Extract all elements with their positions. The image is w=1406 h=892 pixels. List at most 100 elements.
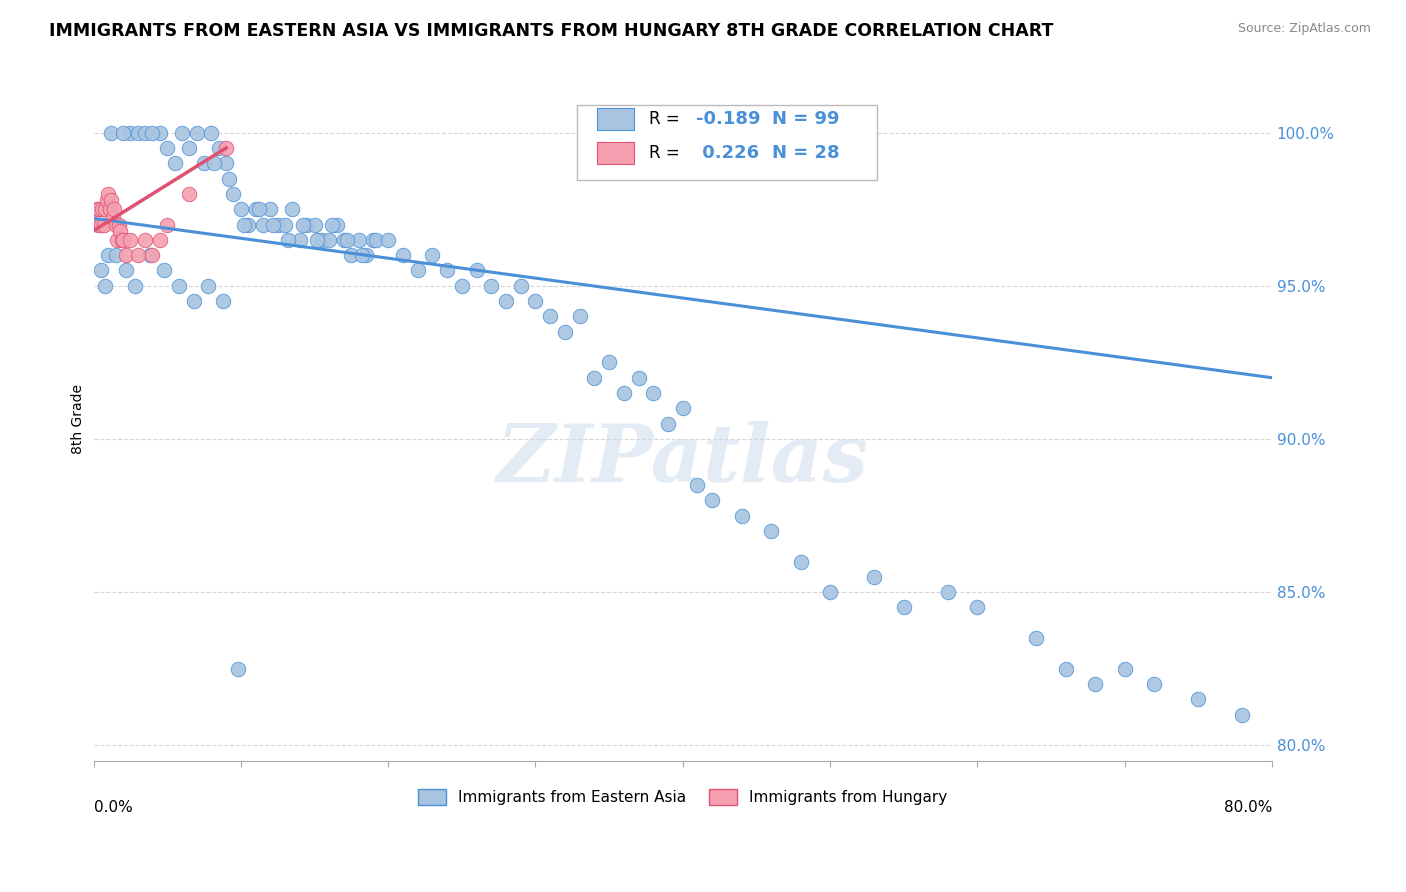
Text: R =: R = bbox=[648, 145, 685, 162]
Point bbox=[450, 278, 472, 293]
Point bbox=[436, 263, 458, 277]
Point bbox=[149, 126, 172, 140]
Point bbox=[115, 248, 138, 262]
Point bbox=[93, 218, 115, 232]
Point bbox=[966, 600, 988, 615]
Point bbox=[277, 233, 299, 247]
FancyBboxPatch shape bbox=[576, 104, 877, 180]
Point bbox=[465, 263, 488, 277]
Point bbox=[1054, 662, 1077, 676]
Point bbox=[1114, 662, 1136, 676]
Text: 0.226: 0.226 bbox=[696, 145, 759, 162]
Point bbox=[167, 278, 190, 293]
Point bbox=[321, 218, 343, 232]
Point bbox=[163, 156, 186, 170]
Point bbox=[613, 386, 636, 401]
Point bbox=[112, 233, 135, 247]
Point bbox=[124, 278, 146, 293]
Point bbox=[208, 141, 231, 155]
Text: N = 28: N = 28 bbox=[772, 145, 839, 162]
Point bbox=[347, 233, 370, 247]
Point bbox=[100, 193, 122, 207]
Point bbox=[120, 233, 142, 247]
Point bbox=[730, 508, 752, 523]
Point bbox=[105, 233, 128, 247]
Point bbox=[238, 218, 260, 232]
Point bbox=[350, 248, 373, 262]
Point bbox=[818, 585, 841, 599]
Point bbox=[789, 555, 811, 569]
Point bbox=[120, 126, 142, 140]
Point bbox=[153, 263, 176, 277]
Point bbox=[212, 294, 235, 309]
Point bbox=[363, 233, 385, 247]
Point bbox=[420, 248, 443, 262]
Point bbox=[554, 325, 576, 339]
Point bbox=[1187, 692, 1209, 706]
Point bbox=[336, 233, 359, 247]
Point bbox=[110, 233, 132, 247]
FancyBboxPatch shape bbox=[596, 108, 634, 130]
Point bbox=[86, 202, 108, 217]
Point bbox=[311, 233, 333, 247]
Point bbox=[406, 263, 429, 277]
Point bbox=[863, 570, 886, 584]
Text: 80.0%: 80.0% bbox=[1223, 799, 1272, 814]
Point bbox=[259, 202, 281, 217]
Point bbox=[134, 233, 156, 247]
Point bbox=[104, 248, 127, 262]
Point bbox=[325, 218, 347, 232]
Point bbox=[179, 141, 201, 155]
Point bbox=[366, 233, 388, 247]
Point bbox=[232, 218, 254, 232]
Point bbox=[333, 233, 356, 247]
Point bbox=[87, 218, 110, 232]
Point bbox=[281, 202, 304, 217]
Point bbox=[107, 218, 129, 232]
Point bbox=[127, 126, 149, 140]
Point bbox=[103, 202, 125, 217]
Point bbox=[598, 355, 620, 369]
Point bbox=[94, 278, 117, 293]
Point bbox=[141, 248, 163, 262]
Point bbox=[170, 126, 193, 140]
Point bbox=[307, 233, 329, 247]
Point bbox=[340, 248, 363, 262]
Point bbox=[568, 310, 591, 324]
Point bbox=[936, 585, 959, 599]
Point bbox=[479, 278, 502, 293]
Text: N = 99: N = 99 bbox=[772, 110, 839, 128]
Point bbox=[291, 218, 314, 232]
Point bbox=[215, 156, 238, 170]
Text: Source: ZipAtlas.com: Source: ZipAtlas.com bbox=[1237, 22, 1371, 36]
Point bbox=[657, 417, 679, 431]
Point bbox=[134, 126, 156, 140]
Point bbox=[686, 478, 709, 492]
Point bbox=[1232, 707, 1254, 722]
Point bbox=[524, 294, 547, 309]
Point bbox=[156, 218, 179, 232]
Point bbox=[304, 218, 326, 232]
Point bbox=[274, 218, 297, 232]
Point bbox=[100, 126, 122, 140]
Point bbox=[583, 370, 606, 384]
Legend: Immigrants from Eastern Asia, Immigrants from Hungary: Immigrants from Eastern Asia, Immigrants… bbox=[412, 783, 953, 811]
Point bbox=[112, 126, 135, 140]
Point bbox=[115, 263, 138, 277]
Point bbox=[245, 202, 267, 217]
Point bbox=[183, 294, 205, 309]
Point bbox=[759, 524, 782, 538]
Point bbox=[222, 186, 245, 201]
Point bbox=[97, 248, 120, 262]
Point bbox=[96, 193, 118, 207]
Point bbox=[377, 233, 399, 247]
Text: ZIPatlas: ZIPatlas bbox=[496, 421, 869, 499]
Point bbox=[127, 248, 149, 262]
Point bbox=[197, 278, 219, 293]
Point bbox=[702, 493, 724, 508]
Point bbox=[295, 218, 318, 232]
Point bbox=[186, 126, 208, 140]
Point bbox=[893, 600, 915, 615]
Point bbox=[89, 202, 111, 217]
Point bbox=[90, 263, 112, 277]
